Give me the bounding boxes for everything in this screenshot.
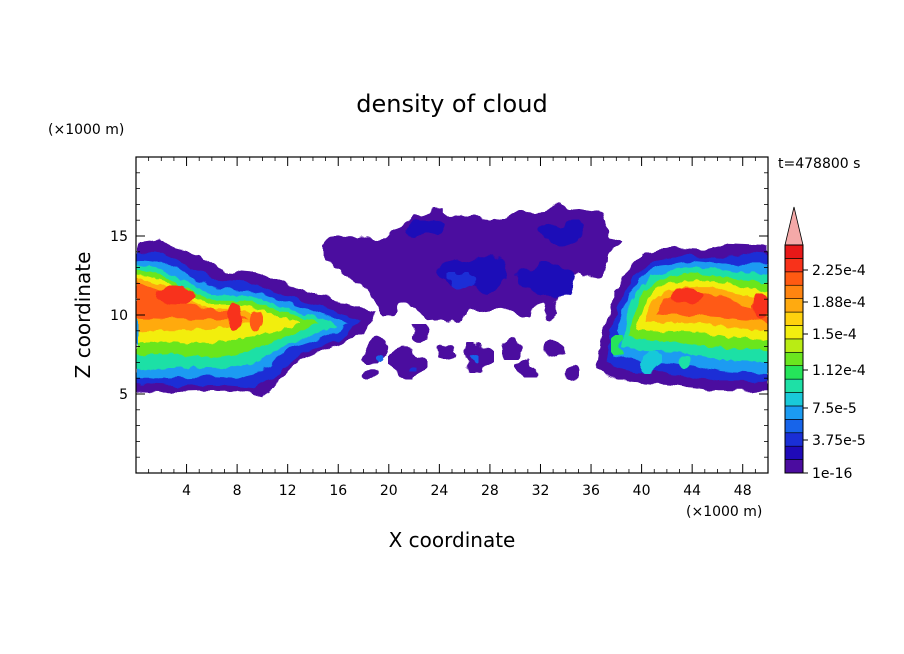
colorbar-label: 1.88e-4 xyxy=(812,295,866,311)
scattered-cloud-core xyxy=(405,360,416,371)
x-tick-label: 16 xyxy=(329,483,347,499)
colorbar-level xyxy=(784,445,804,460)
upper-layer-patch xyxy=(518,264,575,297)
colorbar-level xyxy=(784,405,804,420)
x-tick-label: 40 xyxy=(633,483,651,499)
x-axis-title: X coordinate xyxy=(389,528,516,552)
colorbar-frame xyxy=(784,244,804,474)
colorbar-level xyxy=(784,298,804,313)
left-cloud-peak xyxy=(227,302,243,331)
left-cloud-peak xyxy=(249,310,263,333)
x-tick-label: 20 xyxy=(380,483,398,499)
x-tick-label: 8 xyxy=(233,483,242,499)
y-axis-title: Z coordinate xyxy=(71,252,95,379)
colorbar-level xyxy=(784,284,804,299)
scattered-cloud-blob xyxy=(463,345,492,371)
colorbar-level xyxy=(784,244,804,259)
colorbar-label: 1.5e-4 xyxy=(812,327,857,343)
scattered-cloud-blob xyxy=(543,338,564,358)
colorbar-label: 1.12e-4 xyxy=(812,363,866,379)
x-tick-label: 48 xyxy=(734,483,752,499)
y-tick-label: 10 xyxy=(110,308,128,324)
colorbar-level xyxy=(784,378,804,393)
colorbar-level xyxy=(784,258,804,273)
colorbar-level xyxy=(784,338,804,353)
chart-title: density of cloud xyxy=(356,90,547,118)
left-cloud-peak xyxy=(153,286,195,306)
colorbar-level xyxy=(784,271,804,286)
colorbar-level xyxy=(784,419,804,434)
colorbar-extend-arrow xyxy=(784,206,804,246)
x-tick-label: 32 xyxy=(532,483,550,499)
right-cloud-filament xyxy=(612,337,626,357)
left-cloud-contour xyxy=(136,280,250,320)
scattered-cloud-blob xyxy=(497,335,521,358)
x-tick-label: 4 xyxy=(182,483,191,499)
colorbar-level xyxy=(784,365,804,380)
scattered-cloud-blob xyxy=(435,343,456,363)
right-cloud-filament xyxy=(636,352,660,372)
scattered-cloud-blob xyxy=(411,326,430,342)
x-axis-ticks: 4 8 12 16 20 24 28 32 36 40 44 48 xyxy=(148,157,756,499)
colorbar-level xyxy=(784,432,804,447)
density-field xyxy=(136,207,768,398)
time-label: t=478800 s xyxy=(778,156,860,172)
upper-layer-patch xyxy=(449,273,475,293)
x-tick-label: 44 xyxy=(683,483,701,499)
colorbar-level xyxy=(784,459,804,474)
colorbar: 2.25e-4 1.88e-4 1.5e-4 1.12e-4 7.5e-5 3.75e-5… xyxy=(784,206,866,482)
x-tick-label: 12 xyxy=(279,483,297,499)
colorbar-level xyxy=(784,351,804,367)
right-cloud-peak xyxy=(751,292,768,319)
scattered-cloud-blob xyxy=(362,368,378,385)
colorbar-level xyxy=(784,392,804,407)
scattered-cloud-core xyxy=(377,352,388,363)
y-tick-label: 5 xyxy=(119,387,128,403)
y-axis-ticks: 5 10 15 xyxy=(110,172,768,458)
x-tick-label: 24 xyxy=(430,483,448,499)
colorbar-level xyxy=(784,325,804,340)
x-tick-label: 36 xyxy=(582,483,600,499)
colorbar-label: 7.5e-5 xyxy=(812,401,857,417)
upper-layer-patch xyxy=(407,217,446,236)
x-unit-label: (×1000 m) xyxy=(686,504,762,520)
colorbar-label: 2.25e-4 xyxy=(812,263,866,279)
colorbar-label: 3.75e-5 xyxy=(812,433,866,449)
scattered-cloud-blob xyxy=(563,363,581,383)
right-cloud-peak xyxy=(671,288,703,304)
upper-layer-patch xyxy=(536,221,583,244)
x-tick-label: 28 xyxy=(481,483,499,499)
right-cloud-filament xyxy=(675,351,696,368)
colorbar-level xyxy=(784,311,804,326)
y-tick-label: 15 xyxy=(110,229,128,245)
scattered-cloud-core xyxy=(467,354,478,364)
colorbar-label: 1e-16 xyxy=(812,466,852,482)
y-unit-label: (×1000 m) xyxy=(48,122,124,138)
scattered-cloud-blob xyxy=(516,352,540,376)
